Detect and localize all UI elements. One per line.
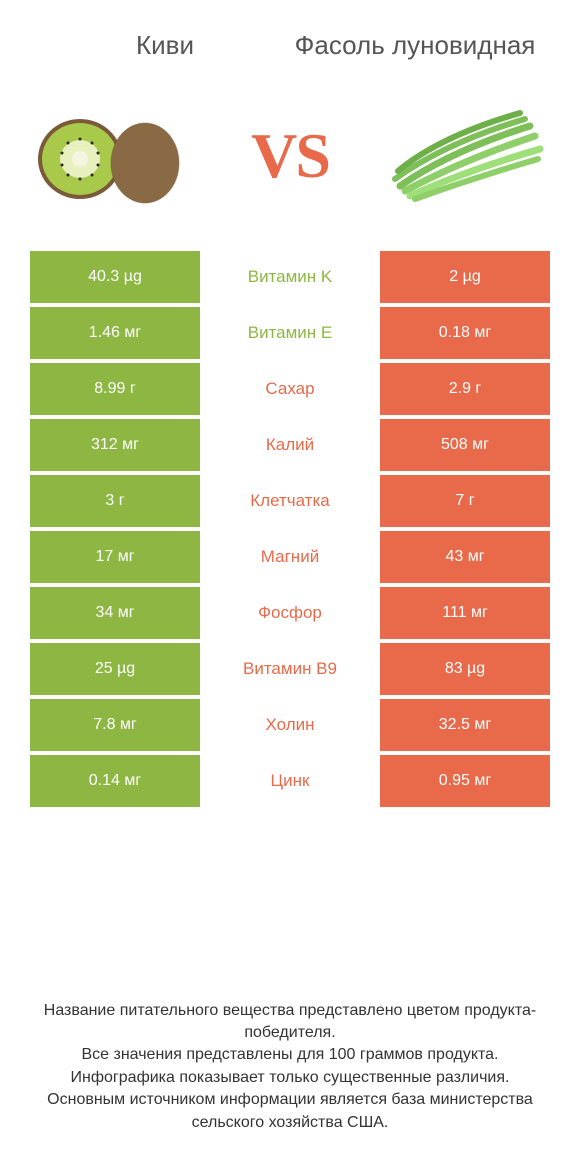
- left-value: 17 мг: [30, 531, 200, 583]
- right-value: 7 г: [380, 475, 550, 527]
- nutrient-label: Витамин K: [200, 251, 380, 303]
- left-value: 8.99 г: [30, 363, 200, 415]
- left-value: 34 мг: [30, 587, 200, 639]
- kiwi-illustration: [30, 101, 200, 211]
- right-value: 83 µg: [380, 643, 550, 695]
- table-row: 0.14 мгЦинк0.95 мг: [30, 755, 550, 807]
- vs-row: VS: [0, 71, 580, 251]
- right-value: 0.95 мг: [380, 755, 550, 807]
- header: Киви Фасоль луновидная: [0, 0, 580, 71]
- nutrient-label: Холин: [200, 699, 380, 751]
- right-value: 111 мг: [380, 587, 550, 639]
- right-value: 0.18 мг: [380, 307, 550, 359]
- table-row: 34 мгФосфор111 мг: [30, 587, 550, 639]
- table-row: 40.3 µgВитамин K2 µg: [30, 251, 550, 303]
- nutrient-label: Витамин B9: [200, 643, 380, 695]
- table-row: 17 мгМагний43 мг: [30, 531, 550, 583]
- nutrition-table: 40.3 µgВитамин K2 µg1.46 мгВитамин E0.18…: [0, 251, 580, 807]
- nutrient-label: Клетчатка: [200, 475, 380, 527]
- footnote: Название питательного вещества представл…: [30, 1000, 550, 1134]
- nutrient-label: Сахар: [200, 363, 380, 415]
- table-row: 312 мгКалий508 мг: [30, 419, 550, 471]
- nutrient-label: Калий: [200, 419, 380, 471]
- table-row: 7.8 мгХолин32.5 мг: [30, 699, 550, 751]
- left-value: 312 мг: [30, 419, 200, 471]
- nutrient-label: Цинк: [200, 755, 380, 807]
- left-value: 7.8 мг: [30, 699, 200, 751]
- left-value: 40.3 µg: [30, 251, 200, 303]
- table-row: 25 µgВитамин B983 µg: [30, 643, 550, 695]
- beans-illustration: [380, 101, 550, 211]
- right-value: 43 мг: [380, 531, 550, 583]
- table-row: 3 гКлетчатка7 г: [30, 475, 550, 527]
- right-value: 2.9 г: [380, 363, 550, 415]
- vs-label: VS: [251, 119, 329, 193]
- left-value: 1.46 мг: [30, 307, 200, 359]
- left-product-title: Киви: [40, 30, 290, 61]
- left-value: 3 г: [30, 475, 200, 527]
- right-product-title: Фасоль луновидная: [290, 30, 540, 61]
- right-value: 2 µg: [380, 251, 550, 303]
- nutrient-label: Фосфор: [200, 587, 380, 639]
- nutrient-label: Магний: [200, 531, 380, 583]
- table-row: 8.99 гСахар2.9 г: [30, 363, 550, 415]
- right-value: 508 мг: [380, 419, 550, 471]
- nutrient-label: Витамин E: [200, 307, 380, 359]
- left-value: 0.14 мг: [30, 755, 200, 807]
- table-row: 1.46 мгВитамин E0.18 мг: [30, 307, 550, 359]
- left-value: 25 µg: [30, 643, 200, 695]
- right-value: 32.5 мг: [380, 699, 550, 751]
